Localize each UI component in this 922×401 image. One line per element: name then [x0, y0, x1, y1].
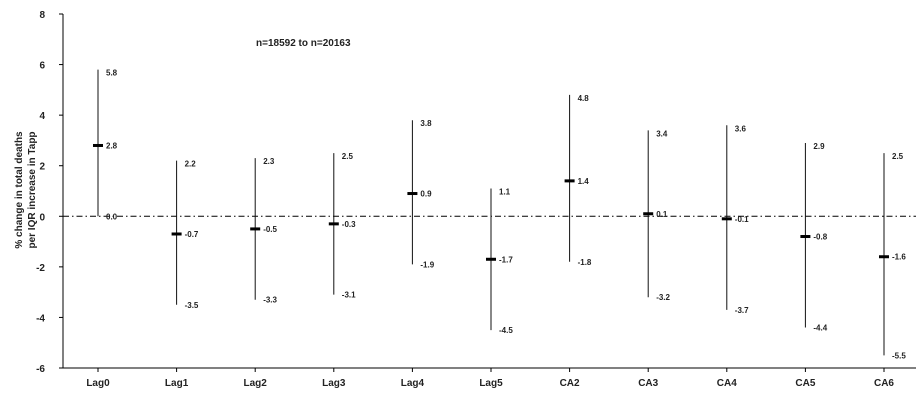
estimate-value-label: -1.6 [892, 253, 906, 262]
axes-layer: 8 6 4 2 0 -2 -4 -6 Lag0 Lag1 Lag2 Lag3 Lag4 Lag5 CA2 CA… [36, 10, 916, 389]
y-tick-label: 8 [39, 10, 45, 21]
x-category-label: CA3 [638, 378, 658, 389]
upper-value-label: 5.8 [106, 69, 118, 78]
x-category-label: Lag5 [479, 378, 503, 389]
estimate-marker [564, 179, 575, 183]
x-category-label: Lag4 [401, 378, 425, 389]
x-category-label: CA5 [795, 378, 815, 389]
lower-value-label: -3.7 [735, 306, 749, 315]
upper-value-label: 2.5 [892, 152, 904, 161]
upper-value-label: 2.5 [342, 152, 354, 161]
upper-value-label: 2.3 [263, 157, 275, 166]
estimate-value-label: 1.4 [578, 177, 590, 186]
upper-value-label: 3.8 [420, 119, 432, 128]
estimate-marker [800, 235, 811, 239]
x-category-label: CA4 [717, 378, 737, 389]
estimate-value-label: -0.5 [263, 225, 277, 234]
upper-value-label: 2.2 [185, 160, 197, 169]
x-category-label: CA2 [560, 378, 580, 389]
y-axis-label-line-1: % change in total deaths [14, 131, 25, 249]
estimate-marker [879, 255, 889, 259]
lower-value-label: -4.5 [499, 326, 513, 335]
estimate-value-label: 2.8 [106, 141, 118, 150]
estimate-value-label: -1.7 [499, 255, 513, 264]
upper-value-label: 1.1 [499, 187, 511, 196]
estimate-marker [486, 257, 496, 261]
lower-value-label: -3.5 [185, 301, 199, 310]
y-tick-label: 6 [39, 61, 45, 72]
lower-value-label: 0.0 [106, 212, 118, 221]
upper-value-label: 3.4 [656, 129, 668, 138]
lower-value-label: -3.2 [656, 293, 670, 302]
lower-value-label: -3.1 [342, 291, 356, 300]
x-category-label: Lag0 [86, 378, 110, 389]
x-category-label: Lag1 [165, 378, 189, 389]
estimate-value-label: 0.1 [656, 210, 668, 219]
lower-value-label: -5.5 [892, 351, 906, 360]
y-tick-label: 4 [39, 111, 45, 122]
estimate-value-label: -0.3 [342, 220, 356, 229]
y-tick-label: 2 [39, 162, 45, 173]
upper-value-label: 4.8 [578, 94, 590, 103]
x-category-label: Lag3 [322, 378, 346, 389]
lower-value-label: -1.8 [578, 258, 592, 267]
y-axis-label-line-2: per IQR increase in Tapp [27, 131, 38, 248]
lower-value-label: -3.3 [263, 296, 277, 305]
y-tick-label: -4 [36, 313, 45, 324]
estimate-marker [721, 217, 732, 221]
estimate-value-label: -0.8 [813, 233, 827, 242]
y-tick-label: -6 [36, 364, 45, 375]
estimate-marker [643, 212, 654, 216]
lower-value-label: -4.4 [813, 324, 827, 333]
estimate-marker [328, 222, 339, 226]
x-category-label: Lag2 [244, 378, 268, 389]
upper-value-label: 3.6 [735, 124, 747, 133]
estimate-marker [407, 192, 418, 196]
marks-layer: 5.8 2.8 0.0 2.2 -0.7 -3.5 2.3 -0.5 -3.3 2.5 -0.3 -3… [93, 69, 906, 360]
y-tick-label: -2 [36, 263, 45, 274]
lower-value-label: -1.9 [420, 260, 434, 269]
estimate-value-label: -0.1 [735, 215, 749, 224]
estimate-marker [93, 143, 103, 147]
x-category-label: CA6 [874, 378, 894, 389]
y-tick-label: 0 [39, 212, 45, 223]
estimate-value-label: 0.9 [420, 190, 432, 199]
estimate-value-label: -0.7 [185, 230, 199, 239]
estimate-marker [171, 232, 182, 236]
upper-value-label: 2.9 [813, 142, 825, 151]
sample-size-annotation: n=18592 to n=20163 [256, 38, 351, 49]
estimate-marker [250, 227, 261, 231]
